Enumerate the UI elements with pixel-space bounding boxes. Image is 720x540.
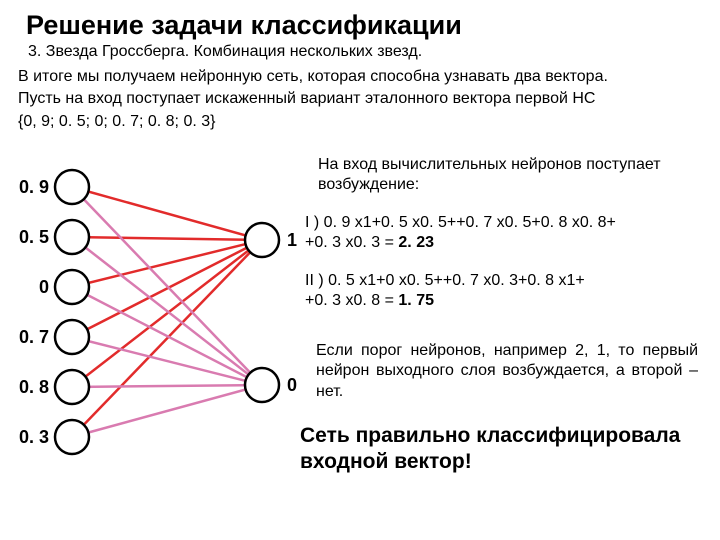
calc2-result: 1. 75 <box>398 292 434 309</box>
node-label: 0. 5 <box>19 227 49 247</box>
edge <box>72 287 262 385</box>
node <box>55 220 89 254</box>
edge <box>72 240 262 387</box>
edge <box>72 337 262 385</box>
conclusion: Сеть правильно классифицировала входной … <box>300 423 700 476</box>
node-label: 0. 9 <box>19 177 49 197</box>
intro-line-2: Пусть на вход поступает искаженный вариа… <box>18 89 702 109</box>
calc1: I ) 0. 9 x1+0. 5 x0. 5++0. 7 x0. 5+0. 8 … <box>305 213 705 254</box>
node-label: 1 <box>287 230 297 250</box>
edge <box>72 187 262 385</box>
node <box>55 420 89 454</box>
node-label: 0. 7 <box>19 327 49 347</box>
node-label: 0. 8 <box>19 377 49 397</box>
node <box>55 270 89 304</box>
edge <box>72 240 262 337</box>
page-title: Решение задачи классификации <box>26 10 702 41</box>
page-subtitle: 3. Звезда Гроссберга. Комбинация несколь… <box>28 43 702 61</box>
node <box>245 368 279 402</box>
edge <box>72 237 262 240</box>
intro-line-3: {0, 9; 0. 5; 0; 0. 7; 0. 8; 0. 3} <box>18 112 702 132</box>
calc2-line2: +0. 3 x0. 8 = <box>305 292 398 309</box>
excitation-heading: На вход вычислительных нейронов поступае… <box>318 155 698 196</box>
calc2-line1: II ) 0. 5 x1+0 x0. 5++0. 7 x0. 3+0. 8 x1… <box>305 272 585 289</box>
node-label: 0. 3 <box>19 427 49 447</box>
edge <box>72 240 262 437</box>
network-diagram: 0. 9 0. 5 0 0. 7 0. 8 0. 3 1 0 На вход вычислит… <box>0 155 720 540</box>
intro-line-1: В итоге мы получаем нейронную сеть, кото… <box>18 67 702 87</box>
edge <box>72 237 262 385</box>
node <box>55 370 89 404</box>
threshold-text: Если порог нейронов, например 2, 1, то п… <box>316 341 698 402</box>
calc1-line1: I ) 0. 9 x1+0. 5 x0. 5++0. 7 x0. 5+0. 8 … <box>305 214 616 231</box>
node-label: 0 <box>39 277 49 297</box>
calc1-result: 2. 23 <box>398 234 434 251</box>
edge <box>72 385 262 387</box>
edge <box>72 385 262 437</box>
calc2: II ) 0. 5 x1+0 x0. 5++0. 7 x0. 3+0. 8 x1… <box>305 271 705 312</box>
node <box>55 320 89 354</box>
node <box>245 223 279 257</box>
node <box>55 170 89 204</box>
calc1-line2: +0. 3 x0. 3 = <box>305 234 398 251</box>
edge <box>72 187 262 240</box>
node-label: 0 <box>287 375 297 395</box>
